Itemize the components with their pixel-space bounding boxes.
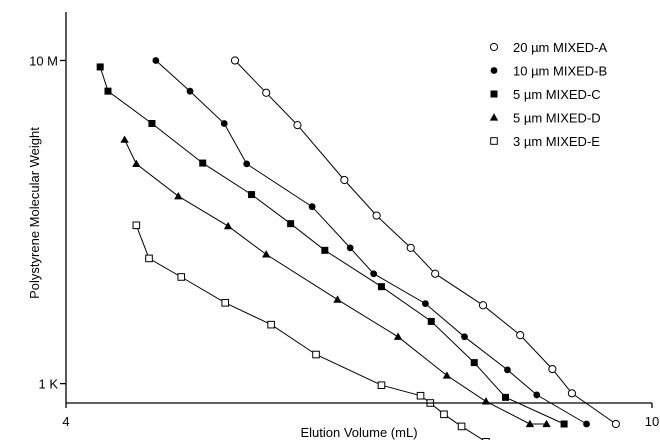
y-tick-label: 10 M bbox=[29, 53, 58, 68]
data-point-series-4 bbox=[442, 371, 452, 379]
legend-label-4: 5 µm MIXED-D bbox=[513, 111, 601, 126]
data-point-series-5 bbox=[267, 320, 275, 329]
data-point-series-3 bbox=[427, 317, 435, 325]
y-tick-label: 1 K bbox=[38, 377, 58, 392]
data-point-series-5 bbox=[221, 299, 229, 307]
data-point-series-5 bbox=[145, 254, 153, 263]
data-point-series-5 bbox=[377, 381, 386, 390]
data-point-series-2 bbox=[422, 300, 429, 308]
data-point-series-4 bbox=[132, 159, 141, 168]
data-point-series-1 bbox=[293, 120, 302, 130]
legend-marker-1 bbox=[489, 42, 499, 52]
data-point-series-2 bbox=[152, 57, 160, 64]
legend-label-3: 5 µm MIXED-C bbox=[513, 87, 601, 102]
data-point-series-1 bbox=[406, 243, 415, 252]
data-point-series-2 bbox=[504, 366, 511, 374]
data-point-series-5 bbox=[440, 410, 448, 419]
data-point-series-3 bbox=[148, 119, 156, 127]
data-point-series-1 bbox=[372, 211, 381, 220]
data-point-series-1 bbox=[548, 364, 557, 374]
legend-marker-5 bbox=[490, 137, 498, 145]
data-point-series-2 bbox=[220, 120, 228, 127]
data-point-series-4 bbox=[542, 419, 551, 428]
series-line-5 bbox=[135, 225, 485, 440]
data-point-series-5 bbox=[457, 422, 466, 431]
legend-marker-2 bbox=[490, 67, 498, 74]
plot-markers bbox=[96, 56, 620, 440]
y-axis-title: Polystyrene Molecular Weight bbox=[27, 127, 42, 299]
legend: 20 µm MIXED-A 10 µm MIXED-B 5 µm MIXED-C 5 … bbox=[489, 40, 608, 149]
legend-label-5: 3 µm MIXED-E bbox=[513, 134, 600, 149]
data-point-series-2 bbox=[533, 391, 541, 399]
data-point-series-1 bbox=[478, 301, 488, 310]
data-point-series-5 bbox=[177, 273, 186, 281]
data-point-series-1 bbox=[567, 389, 577, 398]
data-point-series-2 bbox=[461, 333, 468, 341]
data-point-series-5 bbox=[416, 391, 425, 400]
data-point-series-1 bbox=[230, 56, 240, 65]
data-point-series-2 bbox=[243, 160, 251, 168]
data-point-series-2 bbox=[186, 87, 194, 95]
data-point-series-3 bbox=[104, 87, 112, 95]
data-point-series-3 bbox=[470, 359, 478, 367]
x-tick-label: 10 bbox=[645, 414, 659, 429]
data-point-series-2 bbox=[346, 244, 354, 252]
legend-marker-3 bbox=[490, 90, 498, 98]
data-point-series-3 bbox=[560, 420, 568, 428]
series-line-3 bbox=[99, 66, 565, 425]
data-point-series-4 bbox=[262, 250, 271, 258]
data-point-series-3 bbox=[321, 246, 329, 254]
data-point-series-3 bbox=[377, 283, 385, 291]
data-point-series-3 bbox=[199, 159, 207, 167]
data-point-series-5 bbox=[312, 350, 320, 359]
data-point-series-4 bbox=[174, 191, 183, 200]
data-point-series-4 bbox=[120, 135, 129, 143]
data-point-series-2 bbox=[308, 203, 316, 211]
axes: 4 10 10 M 1 K bbox=[29, 12, 659, 429]
legend-label-1: 20 µm MIXED-A bbox=[513, 40, 608, 55]
data-point-series-1 bbox=[516, 331, 525, 340]
data-point-series-3 bbox=[287, 220, 295, 228]
data-point-series-2 bbox=[583, 420, 590, 428]
series-line-1 bbox=[234, 60, 617, 425]
data-point-series-5 bbox=[132, 221, 141, 230]
data-point-series-5 bbox=[482, 437, 490, 440]
data-point-series-2 bbox=[370, 270, 378, 278]
data-point-series-1 bbox=[262, 88, 271, 97]
legend-marker-4 bbox=[489, 113, 499, 121]
data-point-series-1 bbox=[431, 269, 440, 278]
series-line-2 bbox=[155, 60, 587, 425]
x-axis-title: Elution Volume (mL) bbox=[300, 425, 417, 440]
data-point-series-3 bbox=[96, 63, 104, 71]
x-tick-label: 4 bbox=[62, 414, 69, 429]
data-point-series-1 bbox=[340, 175, 349, 185]
data-point-series-1 bbox=[611, 419, 620, 429]
data-point-series-4 bbox=[393, 332, 403, 340]
data-point-series-3 bbox=[502, 393, 509, 401]
series-line-4 bbox=[124, 139, 547, 425]
data-point-series-3 bbox=[248, 191, 256, 199]
data-point-series-4 bbox=[525, 419, 535, 428]
legend-label-2: 10 µm MIXED-B bbox=[513, 64, 607, 79]
data-point-series-4 bbox=[223, 221, 233, 230]
data-point-series-4 bbox=[333, 295, 342, 303]
